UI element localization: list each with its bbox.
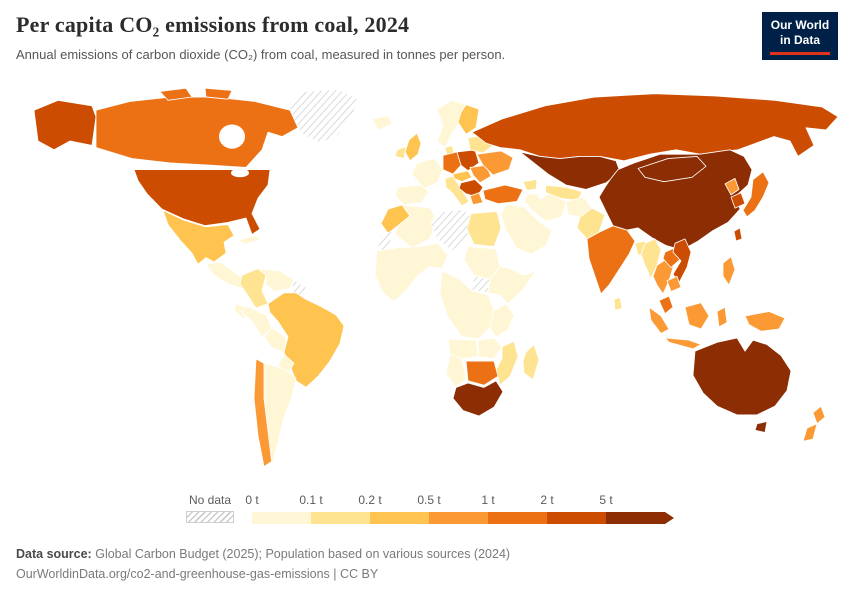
region-mozambique[interactable] bbox=[495, 340, 519, 386]
region-madagascar[interactable] bbox=[522, 344, 540, 381]
region-bolivia[interactable] bbox=[263, 327, 287, 353]
legend-ticks: 0 t 0.1 t 0.2 t 0.5 t 1 t 2 t 5 t bbox=[245, 493, 682, 509]
region-finland[interactable] bbox=[457, 104, 480, 135]
region-canada[interactable] bbox=[95, 96, 299, 168]
owid-logo[interactable]: Our World in Data bbox=[762, 12, 838, 60]
region-sri-lanka[interactable] bbox=[613, 296, 623, 311]
region-ireland[interactable] bbox=[394, 146, 407, 160]
owid-logo-red-bar bbox=[770, 52, 830, 55]
region-cambodia[interactable] bbox=[666, 275, 682, 293]
region-alaska[interactable] bbox=[33, 99, 97, 151]
region-botswana-zimbabwe[interactable] bbox=[465, 360, 499, 386]
legend-no-data: No data bbox=[186, 493, 234, 523]
region-myanmar[interactable] bbox=[640, 238, 662, 279]
region-uk[interactable] bbox=[404, 132, 422, 162]
legend-tick: 0.1 t bbox=[299, 493, 323, 507]
black-sea bbox=[492, 176, 512, 185]
caspian-sea bbox=[536, 175, 546, 200]
region-india[interactable] bbox=[586, 225, 636, 295]
region-namibia[interactable] bbox=[445, 353, 467, 388]
legend-segment[interactable] bbox=[252, 512, 311, 524]
region-north-korea[interactable] bbox=[724, 177, 740, 196]
region-new-zealand[interactable] bbox=[802, 405, 826, 442]
legend-tick: 0 t bbox=[245, 493, 259, 507]
region-egypt[interactable] bbox=[466, 210, 502, 248]
region-iceland[interactable] bbox=[371, 115, 393, 131]
legend-tick: 1 t bbox=[481, 493, 495, 507]
region-argentina[interactable] bbox=[263, 362, 297, 465]
region-taiwan[interactable] bbox=[733, 227, 743, 242]
page-subtitle: Annual emissions of carbon dioxide (CO₂)… bbox=[16, 47, 506, 62]
region-usa[interactable] bbox=[133, 169, 271, 235]
footer-source-label: Data source: bbox=[16, 547, 92, 561]
footer-source-text: Global Carbon Budget (2025); Population … bbox=[95, 547, 511, 561]
legend-no-data-label: No data bbox=[188, 493, 232, 507]
region-canada-arctic-2[interactable] bbox=[204, 87, 233, 100]
region-angola[interactable] bbox=[447, 338, 479, 360]
region-middle-east[interactable] bbox=[500, 204, 553, 255]
legend-segment[interactable] bbox=[488, 512, 547, 524]
legend-tick: 0.2 t bbox=[358, 493, 382, 507]
region-canada-arctic-1[interactable] bbox=[159, 87, 193, 101]
region-colombia[interactable] bbox=[239, 268, 269, 309]
region-japan[interactable] bbox=[742, 171, 770, 218]
legend-no-data-swatch[interactable] bbox=[186, 511, 234, 523]
footer-source-line: Data source: Global Carbon Budget (2025)… bbox=[16, 547, 510, 561]
region-ukraine[interactable] bbox=[476, 150, 514, 176]
region-horn-of-africa[interactable] bbox=[487, 265, 537, 305]
region-tasmania[interactable] bbox=[754, 421, 768, 433]
region-east-africa[interactable] bbox=[489, 303, 515, 338]
region-norway-sweden[interactable] bbox=[436, 99, 467, 149]
region-mongolia[interactable] bbox=[637, 155, 707, 183]
region-russia[interactable] bbox=[471, 93, 839, 162]
great-lakes bbox=[231, 168, 249, 178]
region-hungary-austria[interactable] bbox=[452, 170, 473, 183]
region-australia[interactable] bbox=[692, 337, 792, 416]
region-west-africa[interactable] bbox=[374, 242, 449, 303]
world-map bbox=[33, 87, 839, 468]
legend-segment[interactable] bbox=[606, 512, 674, 524]
region-france[interactable] bbox=[411, 158, 444, 189]
region-zambia[interactable] bbox=[477, 337, 503, 360]
region-philippines[interactable] bbox=[722, 256, 736, 286]
region-western-sahara[interactable] bbox=[376, 230, 393, 252]
legend-bar bbox=[252, 512, 682, 524]
region-south-korea[interactable] bbox=[730, 192, 746, 209]
page-title: Per capita CO₂ emissions from coal, 2024 bbox=[16, 12, 410, 37]
region-peru[interactable] bbox=[241, 305, 273, 338]
region-malaysia[interactable] bbox=[658, 295, 674, 315]
region-libya[interactable] bbox=[430, 208, 472, 252]
region-mexico[interactable] bbox=[162, 209, 235, 265]
region-iberia[interactable] bbox=[394, 184, 430, 206]
hudson-bay bbox=[219, 124, 245, 149]
region-indonesia[interactable] bbox=[648, 302, 728, 350]
legend-tick: 5 t bbox=[599, 493, 613, 507]
region-cuba[interactable] bbox=[237, 235, 261, 245]
legend-tick: 0.5 t bbox=[417, 493, 441, 507]
region-greece[interactable] bbox=[469, 192, 484, 206]
legend-segment[interactable] bbox=[311, 512, 370, 524]
region-germany[interactable] bbox=[442, 151, 462, 175]
region-venezuela[interactable] bbox=[257, 268, 295, 293]
legend-tick: 2 t bbox=[540, 493, 554, 507]
legend-segment[interactable] bbox=[547, 512, 606, 524]
region-new-guinea[interactable] bbox=[744, 311, 786, 332]
legend-numeric: 0 t 0.1 t 0.2 t 0.5 t 1 t 2 t 5 t bbox=[245, 493, 682, 524]
region-south-africa[interactable] bbox=[452, 380, 504, 417]
owid-logo-line2: in Data bbox=[779, 33, 820, 47]
legend-segment[interactable] bbox=[370, 512, 429, 524]
footer-link-line[interactable]: OurWorldinData.org/co2-and-greenhouse-ga… bbox=[16, 567, 379, 581]
legend-segment[interactable] bbox=[429, 512, 488, 524]
region-iran[interactable] bbox=[523, 193, 567, 222]
region-china[interactable] bbox=[598, 149, 753, 251]
region-turkey[interactable] bbox=[482, 184, 524, 205]
owid-logo-line1: Our World bbox=[770, 18, 830, 32]
region-greenland[interactable] bbox=[288, 88, 359, 144]
region-brazil[interactable] bbox=[267, 292, 345, 388]
